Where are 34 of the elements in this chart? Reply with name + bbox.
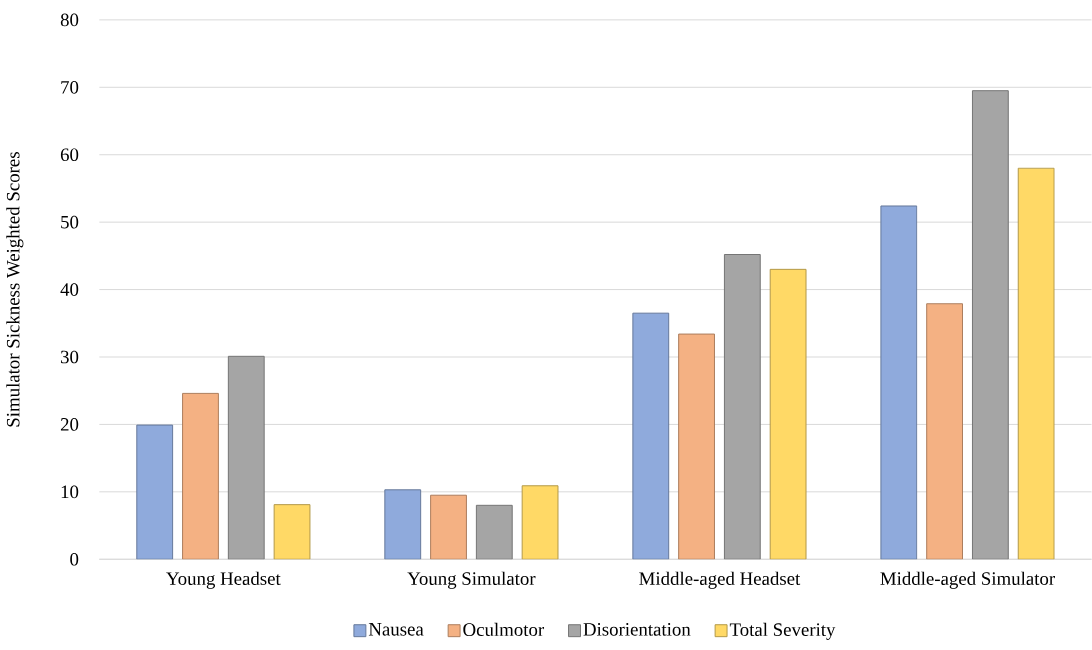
bar xyxy=(227,355,265,560)
bar xyxy=(632,312,670,560)
bar xyxy=(273,504,311,560)
bar xyxy=(678,333,715,560)
legend-label: Disorientation xyxy=(583,623,691,636)
bar xyxy=(769,268,807,560)
legend-label: Nausea xyxy=(368,623,424,636)
x-tick-label: Middle-aged Headset xyxy=(639,571,801,589)
x-tick-label: Middle-aged Simulator xyxy=(880,571,1055,589)
bar xyxy=(384,489,422,560)
y-tick-label: 20 xyxy=(60,418,79,431)
y-tick-label: 60 xyxy=(60,148,79,162)
y-tick-label: 0 xyxy=(70,553,79,566)
y-tick-label: 50 xyxy=(61,215,79,229)
y-tick-label: 40 xyxy=(60,283,79,297)
y-tick-label: 30 xyxy=(61,350,79,364)
bar xyxy=(971,90,1009,560)
bar xyxy=(723,254,761,560)
bar xyxy=(521,485,559,560)
bar xyxy=(926,303,964,560)
bar xyxy=(1017,167,1055,560)
legend-label: Total Severity xyxy=(729,622,836,640)
legend-label: Oculmotor xyxy=(463,622,545,637)
x-tick-label: Young Headset xyxy=(166,571,281,589)
bar xyxy=(182,392,219,560)
bar xyxy=(880,205,918,560)
bar xyxy=(136,424,174,560)
bar xyxy=(475,504,513,560)
y-tick-label: 70 xyxy=(61,81,79,94)
y-tick-label: 80 xyxy=(60,13,79,27)
x-tick-label: Young Simulator xyxy=(407,571,536,589)
y-axis-title: Simulator Sickness Weighted Scores xyxy=(6,152,24,427)
bar xyxy=(430,494,467,560)
y-tick-label: 10 xyxy=(61,485,79,499)
